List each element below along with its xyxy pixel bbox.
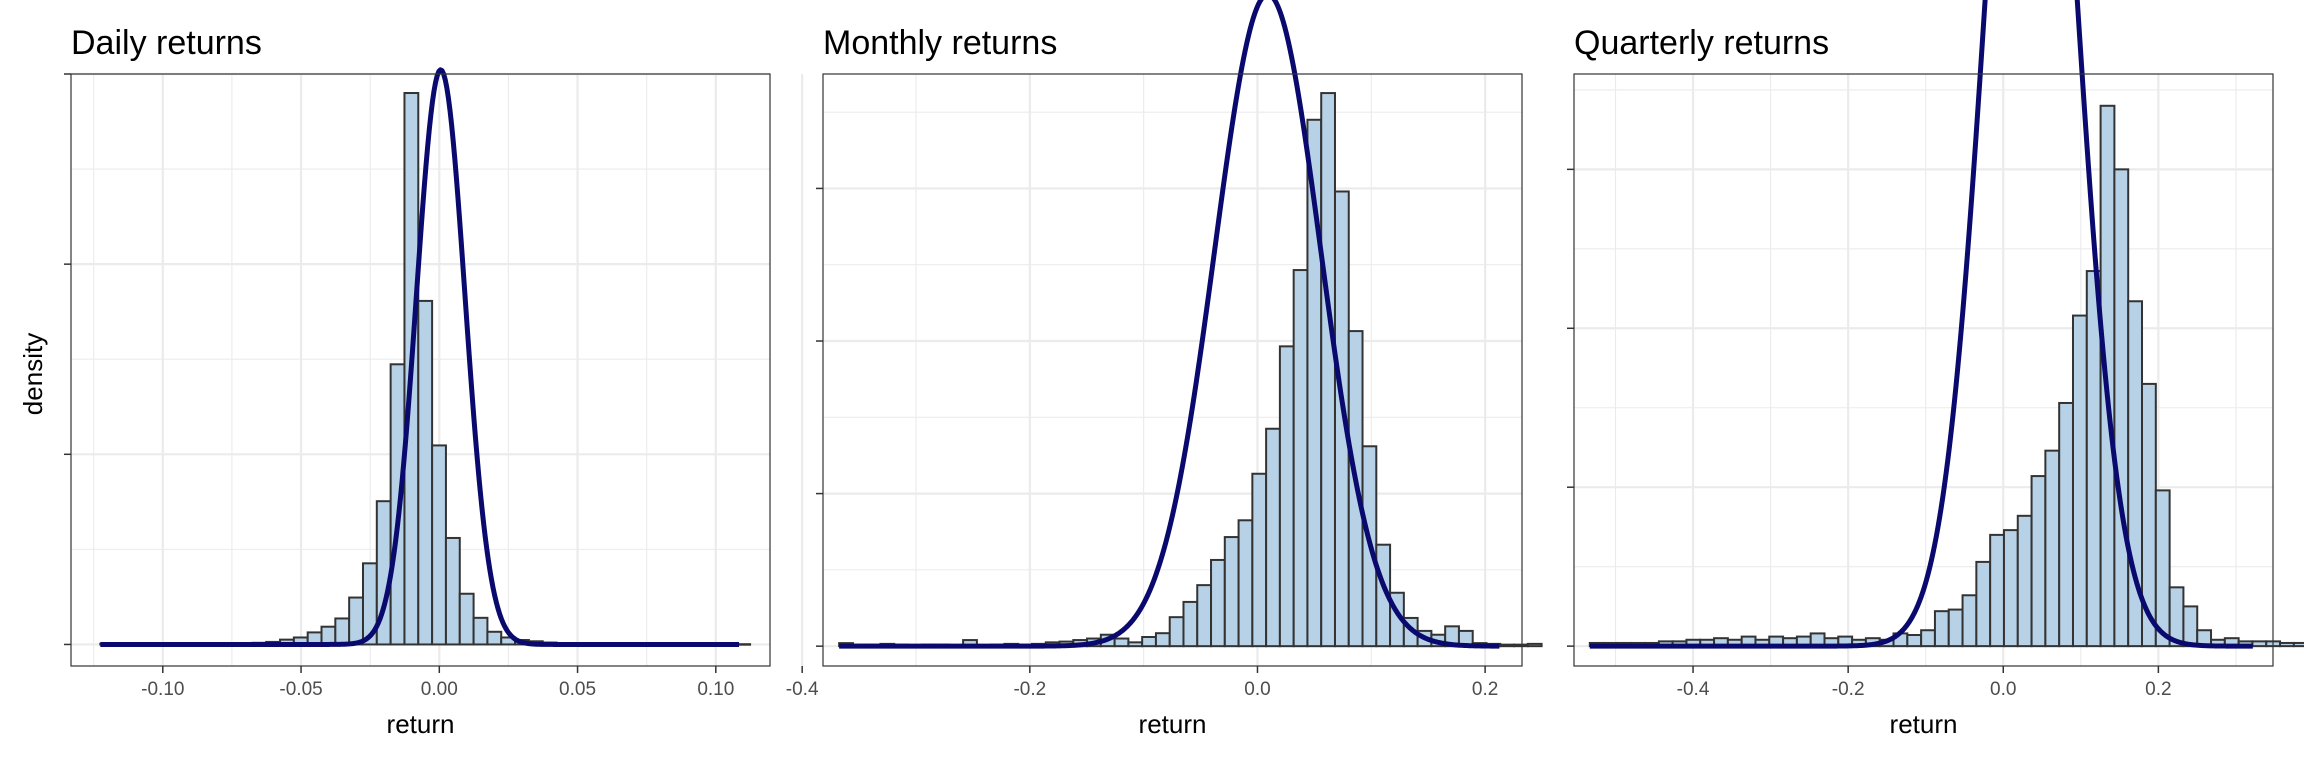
panel0-x-tick-label: -0.10 bbox=[141, 679, 184, 700]
panel-quarterly: -0.4 -0.2 0.0 0.2 Quarterly returns return bbox=[1567, 0, 2304, 739]
panel2-histogram-bar bbox=[2016, 514, 2033, 648]
panel1-histogram-bar bbox=[1499, 643, 1516, 648]
panel1-histogram-bar bbox=[1196, 584, 1213, 648]
panel1-histogram-bar bbox=[1237, 519, 1254, 648]
panel2-histogram-bar bbox=[2292, 641, 2304, 648]
panel0-histogram-bar bbox=[417, 299, 434, 646]
panel2-histogram-bar bbox=[1920, 629, 1936, 648]
panel2-histogram-bar bbox=[2002, 529, 2019, 648]
panel0-x-tick-label: 0.05 bbox=[559, 679, 596, 700]
panel2-histogram-bar bbox=[2071, 314, 2088, 648]
panel0-x-tick-label: 0.00 bbox=[421, 679, 458, 700]
panel2-histogram-bar bbox=[2058, 401, 2074, 648]
panel2-histogram-bar bbox=[1906, 634, 1923, 648]
panel2-title: Quarterly returns bbox=[1574, 24, 1829, 62]
panel1-histogram-bar bbox=[1154, 632, 1171, 648]
panel1-x-axis-title: return bbox=[1139, 709, 1207, 739]
panel0-x-axis-title: return bbox=[387, 709, 455, 739]
panel2-histogram-bar bbox=[2279, 641, 2295, 648]
panel1-histogram-bar bbox=[1113, 637, 1130, 648]
panel0-panel-border bbox=[70, 73, 771, 667]
panel2-histogram-bar bbox=[2113, 168, 2130, 648]
panel1-histogram-bar bbox=[1278, 345, 1295, 648]
panel1-histogram-bar bbox=[1513, 643, 1529, 648]
panel2-x-tick-label: -0.2 bbox=[1832, 679, 1865, 700]
panel1-title: Monthly returns bbox=[823, 24, 1057, 62]
panel-monthly: -0.4 -0.2 0.0 0.2 Monthly returns return bbox=[786, 0, 1543, 739]
panel0-histogram-bar bbox=[444, 536, 461, 646]
panel0-x-tick-label: -0.05 bbox=[279, 679, 322, 700]
panel1-histogram-bar bbox=[1182, 600, 1199, 648]
panel2-panel-border bbox=[1573, 73, 2274, 667]
panel1-x-tick-label: 0.0 bbox=[1244, 679, 1270, 700]
panel0-histogram-bar bbox=[320, 625, 337, 646]
panel1-panel-border bbox=[822, 73, 1523, 667]
panel1-histogram-bar bbox=[1127, 641, 1144, 648]
panel1-histogram-bar bbox=[1320, 92, 1336, 648]
panel2-histogram-bar bbox=[1961, 594, 1978, 648]
panel0-histogram-bar bbox=[348, 596, 364, 646]
panel0-histogram-bar bbox=[458, 592, 475, 646]
panel2-histogram-bar bbox=[1989, 533, 2005, 648]
panel1-histogram-bar bbox=[1292, 269, 1309, 648]
panel2-x-tick-label: -0.4 bbox=[1677, 679, 1710, 700]
panel1-histogram-bar bbox=[1141, 636, 1157, 648]
panel0-title: Daily returns bbox=[71, 24, 262, 62]
panel1-x-tick-label: -0.4 bbox=[786, 679, 819, 700]
panel1-histogram-bar bbox=[1526, 642, 1543, 648]
panel0-histogram-bar bbox=[431, 444, 447, 646]
panel0-histogram-bar bbox=[486, 630, 503, 646]
panel1-x-tick-label: -0.2 bbox=[1013, 679, 1046, 700]
panel1-density-curve bbox=[838, 0, 1501, 649]
panel2-histogram-bar bbox=[2182, 605, 2199, 648]
panel2-histogram-bar bbox=[2030, 475, 2047, 648]
panel2-histogram-bar bbox=[1933, 610, 1950, 648]
y-axis-title: density bbox=[18, 333, 48, 415]
panel2-histogram-bar bbox=[2251, 640, 2268, 648]
panel2-histogram-bar bbox=[2154, 489, 2171, 648]
panel2-histogram-bar bbox=[2044, 449, 2061, 648]
panel-daily: -0.10 -0.05 0.00 0.05 0.10 Daily returns retur… bbox=[64, 24, 771, 739]
panel0-histogram-bar bbox=[334, 617, 351, 646]
panel2-histogram-bar bbox=[1975, 560, 1992, 648]
panel1-histogram-bar bbox=[1265, 427, 1281, 648]
panel2-density-curve bbox=[1588, 0, 2254, 649]
panel1-histogram-bar bbox=[1168, 616, 1185, 648]
panel2-x-tick-label: 0.0 bbox=[1990, 679, 2016, 700]
panel2-histogram-bar bbox=[1947, 608, 1964, 648]
panel1-histogram-bar bbox=[1251, 472, 1268, 648]
panel1-histogram-bar bbox=[1223, 536, 1240, 648]
panel1-histogram-bar bbox=[1210, 558, 1226, 648]
panel1-x-tick-label: 0.2 bbox=[1472, 679, 1498, 700]
panel0-density-curve bbox=[99, 67, 740, 647]
panel2-x-axis-title: return bbox=[1890, 709, 1958, 739]
panel0-x-tick-label: 0.10 bbox=[697, 679, 734, 700]
panel2-x-tick-label: 0.2 bbox=[2145, 679, 2171, 700]
panel0-histogram-bar bbox=[472, 616, 489, 646]
